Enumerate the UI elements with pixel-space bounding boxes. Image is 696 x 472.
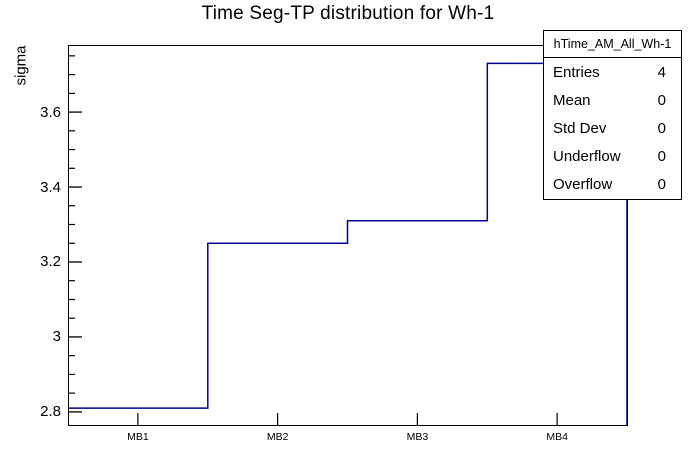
chart-title: Time Seg-TP distribution for Wh-1 <box>201 3 495 24</box>
stats-row: Entries 4 <box>544 58 681 86</box>
stats-label: Overflow <box>553 176 613 194</box>
stats-label: Entries <box>553 63 600 81</box>
stats-value: 0 <box>657 176 666 194</box>
stats-label: Std Dev <box>553 120 607 137</box>
stats-box: hTime_AM_All_Wh-1 Entries 4 Mean 0 Std Dev 0 U… <box>543 30 682 200</box>
stats-value: 0 <box>657 120 666 137</box>
stats-box-rows: Entries 4 Mean 0 Std Dev 0 Underflow 0 Overflow 0 <box>544 58 681 199</box>
x-tick-label: MB1 <box>127 431 149 443</box>
y-tick-label: 3.4 <box>40 178 61 196</box>
y-tick-label: 3.2 <box>40 253 61 271</box>
stats-row: Overflow 0 <box>544 171 681 199</box>
stats-label: Underflow <box>553 148 621 166</box>
y-tick-label: 3 <box>52 328 61 346</box>
stats-row: Mean 0 <box>544 86 681 114</box>
x-tick-label: MB2 <box>266 431 289 443</box>
stats-value: 4 <box>657 63 666 81</box>
stats-value: 0 <box>657 91 666 109</box>
x-tick-label: MB3 <box>406 431 429 443</box>
y-tick-label: 3.6 <box>40 103 61 121</box>
stats-value: 0 <box>657 148 666 166</box>
stats-label: Mean <box>553 91 591 109</box>
stats-row: Underflow 0 <box>544 143 681 171</box>
stats-box-title: hTime_AM_All_Wh-1 <box>544 31 681 58</box>
y-tick-label: 2.8 <box>40 403 61 421</box>
stats-row: Std Dev 0 <box>544 114 681 142</box>
x-tick-label: MB4 <box>546 431 568 443</box>
